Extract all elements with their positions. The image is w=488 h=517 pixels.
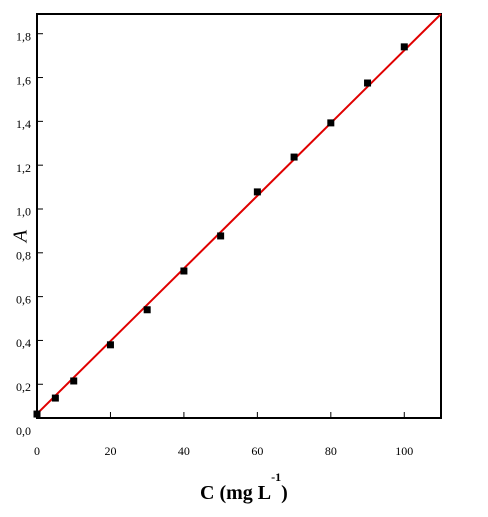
plot-frame [36,13,442,419]
x-tick-label: 100 [395,444,413,458]
y-tick-label: 1,0 [16,205,31,219]
data-point [180,267,188,275]
data-point [364,79,372,87]
y-tick-label: 0,2 [16,380,31,394]
x-tick-label: 40 [178,444,190,458]
data-point [327,119,335,127]
y-tick-label: 0,6 [16,292,31,306]
x-tick-label: 20 [104,444,116,458]
data-point [143,306,151,314]
x-tick-label: 0 [34,444,40,458]
data-point [51,394,59,402]
data-point [217,232,225,240]
x-axis-label-sup: -1 [271,470,281,484]
y-axis-label: A [10,229,32,244]
y-tick-label: 1,2 [16,161,31,175]
fit-line [36,13,442,415]
data-point [33,410,41,418]
data-point [400,43,408,51]
x-tick-label: 60 [251,444,263,458]
y-tick-label: 0,8 [16,249,31,263]
data-point [290,153,298,161]
x-axis-label-end: ) [281,482,288,504]
y-tick-label: 1,8 [16,29,31,43]
x-tick-label: 80 [325,444,337,458]
data-point [106,341,114,349]
data-point [253,188,261,196]
x-axis-label-main: C (mg L [200,482,271,504]
y-tick-label: 1,6 [16,73,31,87]
y-tick-label: 0,0 [16,424,31,438]
y-tick-label: 0,4 [16,336,31,350]
y-tick-label: 1,4 [16,117,31,131]
x-axis-label: C (mg L-1) [200,470,288,504]
data-point [70,377,78,385]
